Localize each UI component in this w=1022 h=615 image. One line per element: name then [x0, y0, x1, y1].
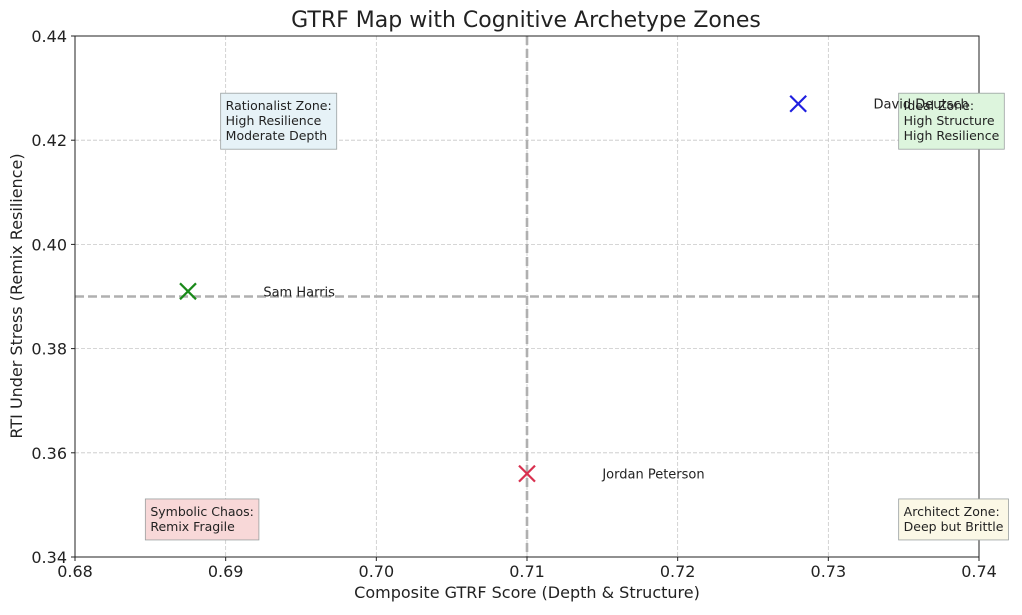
zone-text-line: Moderate Depth	[226, 128, 328, 143]
y-tick-label: 0.42	[31, 131, 67, 150]
zone-box-background	[220, 92, 338, 150]
zone-text-line: Deep but Brittle	[904, 519, 1004, 534]
x-tick-label: 0.71	[509, 562, 545, 581]
zone-text-line: Architect Zone:	[904, 504, 1000, 519]
zone-box: Architect Zone:Deep but Brittle	[898, 498, 1009, 541]
data-point-label: David Deutsch	[874, 98, 969, 113]
y-tick-label: 0.44	[31, 27, 67, 46]
y-tick-label: 0.40	[31, 235, 67, 254]
zone-text-line: High Structure	[904, 113, 995, 128]
x-tick-label: 0.72	[660, 562, 696, 581]
data-point-marker	[179, 282, 197, 301]
zone-box-background	[898, 498, 1009, 541]
y-tick-label: 0.36	[31, 444, 67, 463]
y-axis-label: RTI Under Stress (Remix Resilience)	[7, 153, 26, 438]
data-point-label: Jordan Peterson	[601, 468, 704, 483]
zone-text-line: Symbolic Chaos:	[150, 504, 254, 519]
data-point-label: Sam Harris	[263, 285, 335, 300]
zone-box: Rationalist Zone:High ResilienceModerate…	[220, 92, 338, 150]
reference-lines	[75, 36, 979, 557]
axis-ticks: 0.68 0.69 0.70 0.71 0.72 0.73 0.74 0.34 0.36 0.38…	[31, 27, 996, 581]
y-tick-label: 0.38	[31, 340, 67, 359]
zone-text-line: High Resilience	[904, 128, 1000, 143]
x-tick-label: 0.74	[961, 562, 997, 581]
x-tick-label: 0.69	[208, 562, 244, 581]
zone-box-background	[144, 498, 260, 541]
zone-text-line: Ideal Zone:	[904, 98, 974, 113]
data-point-marker	[518, 464, 536, 483]
data-points: David Deutsch Sam Harris Jordan Peterson	[179, 94, 969, 483]
zone-text-line: High Resilience	[226, 113, 322, 128]
x-axis-label: Composite GTRF Score (Depth & Structure)	[354, 583, 700, 602]
x-tick-label: 0.68	[57, 562, 93, 581]
zone-text-line: Rationalist Zone:	[226, 98, 332, 113]
y-tick-label: 0.34	[31, 548, 67, 567]
data-point-marker	[789, 94, 807, 113]
zone-box: Symbolic Chaos:Remix Fragile	[144, 498, 260, 541]
zone-annotations: Rationalist Zone:High ResilienceModerate…	[144, 92, 1009, 541]
zone-box-background	[898, 92, 1005, 150]
chart-title: GTRF Map with Cognitive Archetype Zones	[291, 8, 761, 33]
x-tick-label: 0.70	[359, 562, 395, 581]
zone-text-line: Remix Fragile	[150, 519, 235, 534]
x-tick-label: 0.73	[811, 562, 847, 581]
